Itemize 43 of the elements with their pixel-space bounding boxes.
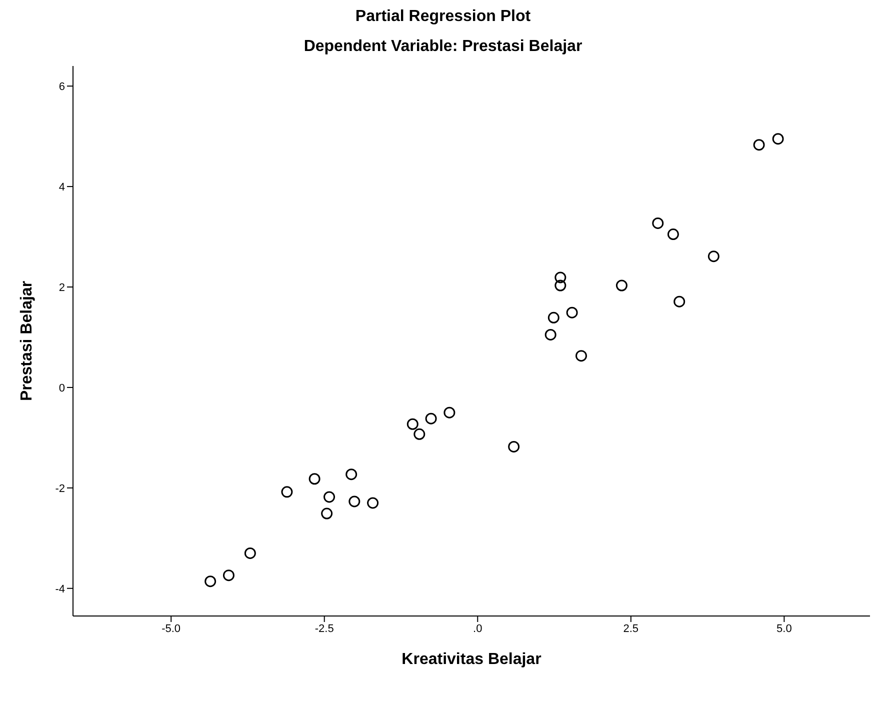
y-tick-label: 2 bbox=[58, 282, 65, 294]
point bbox=[348, 496, 360, 508]
x-tick-label: -2.5 bbox=[314, 622, 334, 635]
x-tick-label: .0 bbox=[473, 622, 482, 635]
point bbox=[367, 497, 379, 509]
point bbox=[753, 139, 765, 151]
point bbox=[406, 418, 418, 430]
point bbox=[414, 428, 426, 440]
y-tick-label: 0 bbox=[58, 382, 65, 394]
point bbox=[667, 228, 679, 240]
point bbox=[575, 350, 587, 362]
point bbox=[616, 280, 628, 292]
point bbox=[321, 508, 333, 520]
point bbox=[244, 547, 256, 559]
point bbox=[346, 468, 358, 480]
point bbox=[674, 296, 686, 308]
point bbox=[566, 306, 578, 318]
y-tick-label: -4 bbox=[55, 583, 65, 596]
point bbox=[222, 570, 234, 582]
chart-subtitle: Dependent Variable: Prestasi Belajar bbox=[302, 38, 584, 56]
point bbox=[652, 217, 664, 229]
point bbox=[204, 576, 216, 588]
x-tick-label: 5.0 bbox=[776, 622, 792, 635]
chart-title: Partial Regression Plot bbox=[354, 8, 532, 26]
y-tick-label: -2 bbox=[55, 482, 65, 495]
point bbox=[772, 133, 784, 145]
point bbox=[544, 328, 556, 340]
point bbox=[708, 250, 720, 262]
y-tick-label: 6 bbox=[58, 80, 65, 93]
point bbox=[281, 486, 293, 498]
point bbox=[554, 272, 566, 284]
point bbox=[444, 406, 456, 418]
point bbox=[324, 491, 336, 503]
point bbox=[508, 440, 520, 452]
y-axis-title: Prestasi Belajar bbox=[18, 280, 36, 402]
x-tick-label: 2.5 bbox=[623, 622, 639, 635]
point bbox=[548, 312, 560, 324]
point bbox=[425, 412, 437, 424]
point bbox=[554, 280, 566, 292]
x-tick-label: -5.0 bbox=[162, 622, 181, 635]
x-axis-title: Kreativitas Belajar bbox=[402, 651, 542, 668]
y-tick-label: 4 bbox=[58, 181, 65, 194]
point bbox=[308, 473, 320, 485]
